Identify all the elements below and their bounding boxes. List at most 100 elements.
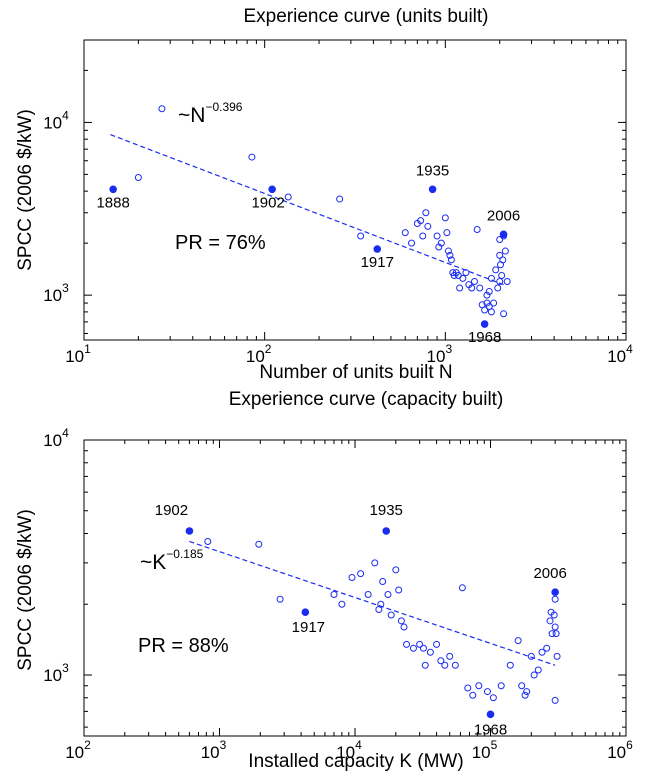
open-point (514, 637, 522, 645)
open-point (400, 623, 408, 631)
open-point (473, 225, 481, 233)
open-point (357, 570, 365, 578)
open-point (464, 684, 472, 692)
open-point (497, 682, 505, 690)
open-point (490, 299, 498, 307)
data-points (109, 105, 511, 328)
x-tick-label-base: 10 (607, 743, 626, 762)
highlighted-point (486, 710, 495, 719)
x-tick-label: 101 (65, 342, 91, 366)
fit-formula-base: ~K (140, 551, 166, 574)
open-point (456, 284, 464, 292)
open-point (447, 256, 455, 264)
open-point (417, 217, 425, 225)
highlighted-point (480, 320, 489, 328)
highlighted-point (373, 245, 382, 253)
open-point (538, 648, 546, 656)
x-tick-label-base: 10 (65, 347, 84, 366)
open-point (492, 266, 500, 274)
open-point (419, 232, 427, 240)
year-label: 1902 (155, 502, 188, 519)
open-point (475, 682, 483, 690)
open-point (397, 617, 405, 625)
y-tick-label: 104 (43, 108, 69, 132)
highlighted-point (268, 185, 276, 194)
highlighted-point (109, 185, 117, 194)
fit-formula-exp: −0.185 (166, 547, 203, 561)
fit-line-group (189, 540, 556, 666)
open-point (408, 239, 416, 247)
x-tick-label-exp: 5 (491, 738, 498, 752)
open-point (476, 284, 484, 292)
open-point (500, 310, 508, 318)
open-point (530, 671, 538, 679)
fit-formula-base: ~N (178, 104, 205, 127)
y-axis-label: SPCC (2006 $/kW) (15, 509, 36, 671)
open-point (392, 566, 400, 574)
x-tick-label-base: 10 (65, 743, 84, 762)
open-point (551, 595, 559, 603)
open-point (433, 640, 441, 648)
open-point (518, 682, 526, 690)
y-tick-label: 103 (43, 281, 69, 305)
x-axis-label: Installed capacity K (MW) (248, 751, 463, 772)
open-point (284, 193, 292, 201)
open-point (255, 540, 263, 548)
open-point (523, 688, 531, 696)
y-tick-label-base: 10 (43, 666, 62, 685)
x-tick-label: 102 (246, 342, 272, 366)
open-point (395, 586, 403, 594)
open-point (348, 573, 356, 581)
year-label: 1968 (474, 721, 507, 738)
open-point (521, 691, 529, 699)
highlighted-point (551, 588, 559, 597)
open-point (483, 291, 491, 299)
open-point (496, 235, 504, 243)
x-tick-label-exp: 4 (355, 738, 362, 752)
open-point (433, 232, 441, 240)
open-point (403, 640, 411, 648)
plot-area (83, 39, 627, 341)
open-point (481, 306, 489, 314)
x-tick-label: 103 (427, 342, 453, 366)
open-point (527, 652, 535, 660)
open-point (498, 271, 506, 279)
open-point (387, 611, 395, 619)
open-point (487, 274, 495, 282)
open-point (469, 691, 477, 699)
year-label: 1935 (370, 502, 403, 519)
open-point (371, 559, 379, 567)
open-point (409, 644, 417, 652)
open-point (134, 173, 142, 181)
open-point (459, 274, 467, 282)
highlighted-point (382, 527, 391, 535)
year-label: 1917 (292, 619, 325, 636)
open-point (441, 214, 449, 222)
x-tick-label-exp: 3 (220, 738, 227, 752)
x-tick-label-exp: 4 (626, 342, 633, 356)
open-point (379, 577, 387, 585)
open-point (422, 209, 430, 217)
x-tick-label: 105 (472, 738, 498, 762)
open-point (494, 284, 502, 292)
open-point (551, 623, 559, 631)
highlighted-point (301, 608, 310, 617)
open-point (384, 591, 392, 599)
x-tick-label: 104 (336, 738, 362, 762)
x-tick-label-base: 10 (607, 347, 626, 366)
y-tick-label-exp: 3 (62, 281, 69, 295)
highlighted-point (499, 230, 508, 239)
x-tick-label-base: 10 (472, 743, 491, 762)
fit-formula: ~K−0.185 (140, 547, 204, 574)
x-tick-label-base: 10 (336, 743, 355, 762)
plot-area (83, 439, 627, 737)
y-tick-label-base: 10 (43, 286, 62, 305)
open-point (336, 195, 344, 203)
open-point (426, 648, 434, 656)
open-point (470, 277, 478, 285)
open-point (204, 537, 212, 545)
highlighted-point (428, 185, 437, 194)
y-tick-label: 104 (43, 426, 69, 450)
x-tick-label-exp: 2 (84, 738, 91, 752)
